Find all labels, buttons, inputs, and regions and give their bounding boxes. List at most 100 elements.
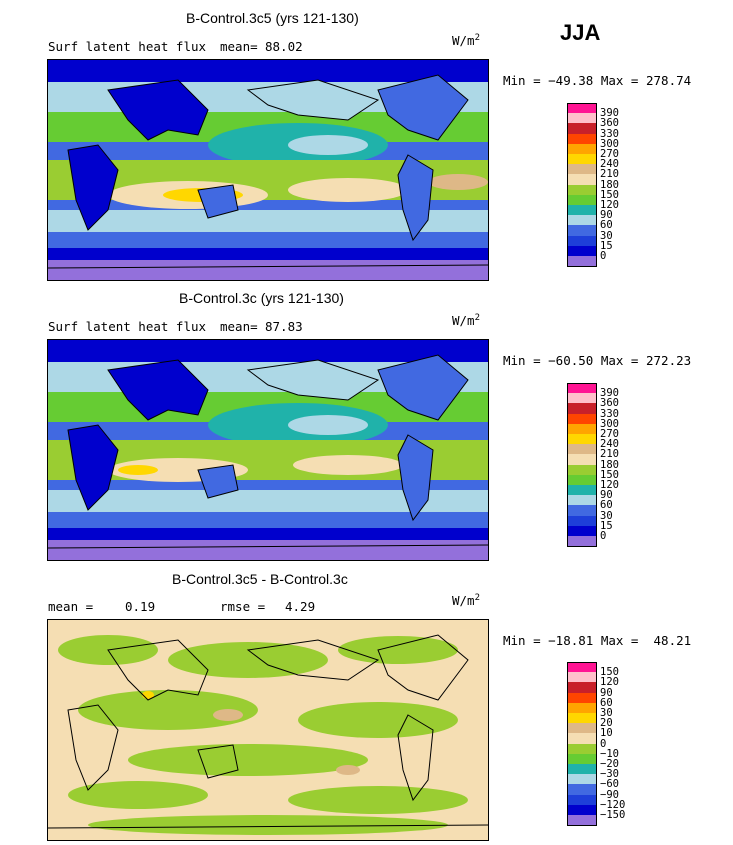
panel1-title: B-Control.3c5 (yrs 121-130) xyxy=(186,10,359,26)
panel3-map-svg xyxy=(48,620,488,840)
colorbar-tick-label: 120 xyxy=(600,199,619,211)
colorbar-tick-label: −60 xyxy=(600,778,619,791)
colorbar-swatch xyxy=(567,174,597,185)
colorbar-swatch xyxy=(567,154,597,165)
colorbar-tick-label: 330 xyxy=(600,127,619,140)
colorbar-swatch xyxy=(567,215,597,226)
colorbar-tick-label: 30 xyxy=(600,509,613,522)
colorbar-tick-label: 150 xyxy=(600,468,619,481)
panel2-title: B-Control.3c (yrs 121-130) xyxy=(179,290,344,306)
colorbar-swatch xyxy=(567,774,597,785)
colorbar-swatch xyxy=(567,143,597,154)
colorbar-tick-label: 150 xyxy=(600,188,619,201)
colorbar-swatch xyxy=(567,702,597,713)
colorbar-swatch xyxy=(567,423,597,434)
colorbar-tick-label: 15 xyxy=(600,519,613,532)
colorbar-swatch xyxy=(567,743,597,754)
colorbar-swatch xyxy=(567,434,597,445)
panel2-map xyxy=(47,339,489,561)
colorbar-swatch xyxy=(567,444,597,455)
panel1-mean-label: mean= xyxy=(220,39,258,54)
colorbar-tick-label: 0 xyxy=(600,737,607,750)
colorbar-tick-label: 390 xyxy=(600,107,619,120)
colorbar-tick-label: −10 xyxy=(600,747,619,760)
panel2-minmax: Min = −60.50 Max = 272.23 xyxy=(503,353,692,368)
colorbar-swatch xyxy=(567,672,597,683)
colorbar-swatch xyxy=(567,753,597,764)
colorbar-tick-label: 120 xyxy=(600,676,619,689)
panel2-mean-label: mean= xyxy=(220,319,258,334)
panel1-map xyxy=(47,59,489,281)
panel3-rmse-value: 4.29 xyxy=(285,599,316,614)
colorbar-tick-label: −120 xyxy=(600,798,626,811)
colorbar-tick-label: 210 xyxy=(600,448,619,461)
colorbar-swatch xyxy=(567,764,597,775)
colorbar-swatch xyxy=(567,383,597,395)
colorbar-swatch xyxy=(567,225,597,236)
colorbar-tick-label: 60 xyxy=(600,696,613,709)
colorbar-tick-label: 300 xyxy=(600,417,619,430)
colorbar-tick-label: 30 xyxy=(600,229,613,242)
colorbar-tick-label: 390 xyxy=(600,387,619,400)
colorbar-tick-label: 300 xyxy=(600,137,619,150)
colorbar-tick-label: 30 xyxy=(600,707,613,719)
colorbar-swatch xyxy=(567,804,597,815)
panel2-mean-value: 87.83 xyxy=(265,319,303,334)
colorbar-swatch xyxy=(567,393,597,404)
colorbar-swatch xyxy=(567,784,597,795)
colorbar-swatch xyxy=(567,184,597,195)
colorbar-swatch xyxy=(567,113,597,124)
colorbar-tick-label: 60 xyxy=(600,219,613,232)
colorbar-tick-label: 180 xyxy=(600,178,619,191)
panel1-unit: W/m2 xyxy=(452,33,480,49)
colorbar-tick-label: −150 xyxy=(600,809,626,821)
panel3-mean-label: mean = xyxy=(48,599,94,614)
colorbar-swatch xyxy=(567,733,597,744)
colorbar-tick-label: 240 xyxy=(600,158,619,171)
colorbar-tick-label: −90 xyxy=(600,788,619,801)
panel1-mean-value: 88.02 xyxy=(265,39,303,54)
colorbar-tick-label: −20 xyxy=(600,758,619,770)
colorbar-swatch xyxy=(567,794,597,805)
colorbar-tick-label: 20 xyxy=(600,717,613,730)
colorbar-swatch xyxy=(567,403,597,414)
colorbar-swatch xyxy=(567,485,597,496)
colorbar-swatch xyxy=(567,205,597,216)
colorbar-tick-label: 90 xyxy=(600,209,613,222)
colorbar-tick-label: 90 xyxy=(600,686,613,699)
panel3-rmse-label: rmse = xyxy=(220,599,266,614)
colorbar-swatch xyxy=(567,454,597,465)
panel2-field-label: Surf latent heat flux xyxy=(48,319,207,334)
colorbar-swatch xyxy=(567,515,597,526)
colorbar-swatch xyxy=(567,505,597,516)
colorbar-tick-label: −30 xyxy=(600,768,619,781)
colorbar-tick-label: 10 xyxy=(600,727,613,740)
colorbar-swatch xyxy=(567,713,597,724)
panel3-map xyxy=(47,619,489,841)
colorbar-swatch xyxy=(567,133,597,144)
colorbar-swatch xyxy=(567,464,597,475)
panel3-unit: W/m2 xyxy=(452,593,480,609)
colorbar-tick-label: 15 xyxy=(600,239,613,252)
colorbar-swatch xyxy=(567,164,597,175)
colorbar-swatch xyxy=(567,682,597,693)
colorbar-swatch xyxy=(567,235,597,246)
panel3-mean-value: 0.19 xyxy=(125,599,156,614)
colorbar-tick-label: 270 xyxy=(600,148,619,160)
colorbar-swatch xyxy=(567,525,597,536)
colorbar-tick-label: 90 xyxy=(600,489,613,502)
colorbar-swatch xyxy=(567,245,597,256)
panel2-unit: W/m2 xyxy=(452,313,480,329)
colorbar-tick-label: 120 xyxy=(600,479,619,491)
colorbar-tick-label: 180 xyxy=(600,458,619,471)
panel1-field-label: Surf latent heat flux xyxy=(48,39,207,54)
colorbar-tick-label: 60 xyxy=(600,499,613,512)
colorbar-tick-label: 360 xyxy=(600,397,619,410)
colorbar-swatch xyxy=(567,256,597,268)
colorbar-swatch xyxy=(567,413,597,424)
panel1-map-svg xyxy=(48,60,488,280)
panel3-title: B-Control.3c5 - B-Control.3c xyxy=(172,571,348,587)
colorbar-tick-label: 240 xyxy=(600,438,619,451)
season-label: JJA xyxy=(560,20,601,45)
colorbar-swatch xyxy=(567,123,597,134)
